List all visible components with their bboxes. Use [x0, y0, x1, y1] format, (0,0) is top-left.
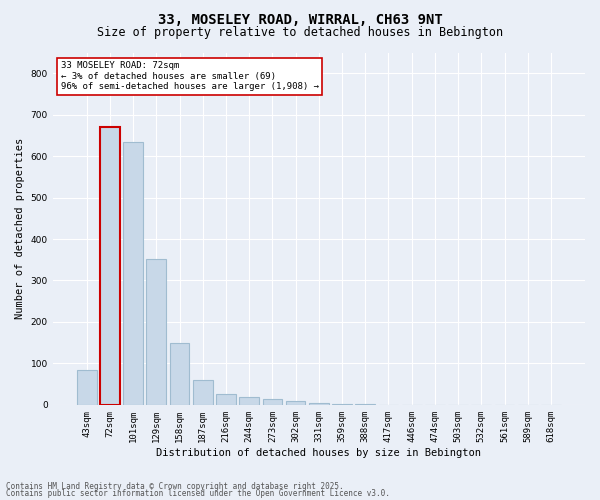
Bar — [309, 403, 329, 405]
Text: Contains HM Land Registry data © Crown copyright and database right 2025.: Contains HM Land Registry data © Crown c… — [6, 482, 344, 491]
Bar — [193, 380, 212, 405]
Y-axis label: Number of detached properties: Number of detached properties — [15, 138, 25, 320]
Bar — [239, 396, 259, 405]
X-axis label: Distribution of detached houses by size in Bebington: Distribution of detached houses by size … — [157, 448, 481, 458]
Bar — [77, 370, 97, 405]
Bar — [123, 142, 143, 405]
Bar — [263, 398, 282, 405]
Bar — [100, 127, 120, 405]
Text: Contains public sector information licensed under the Open Government Licence v3: Contains public sector information licen… — [6, 490, 390, 498]
Bar — [170, 344, 190, 405]
Bar — [332, 404, 352, 405]
Text: 33, MOSELEY ROAD, WIRRAL, CH63 9NT: 33, MOSELEY ROAD, WIRRAL, CH63 9NT — [158, 12, 442, 26]
Bar — [286, 400, 305, 405]
Bar — [146, 259, 166, 405]
Text: Size of property relative to detached houses in Bebington: Size of property relative to detached ho… — [97, 26, 503, 39]
Text: 33 MOSELEY ROAD: 72sqm
← 3% of detached houses are smaller (69)
96% of semi-deta: 33 MOSELEY ROAD: 72sqm ← 3% of detached … — [61, 62, 319, 91]
Bar — [216, 394, 236, 405]
